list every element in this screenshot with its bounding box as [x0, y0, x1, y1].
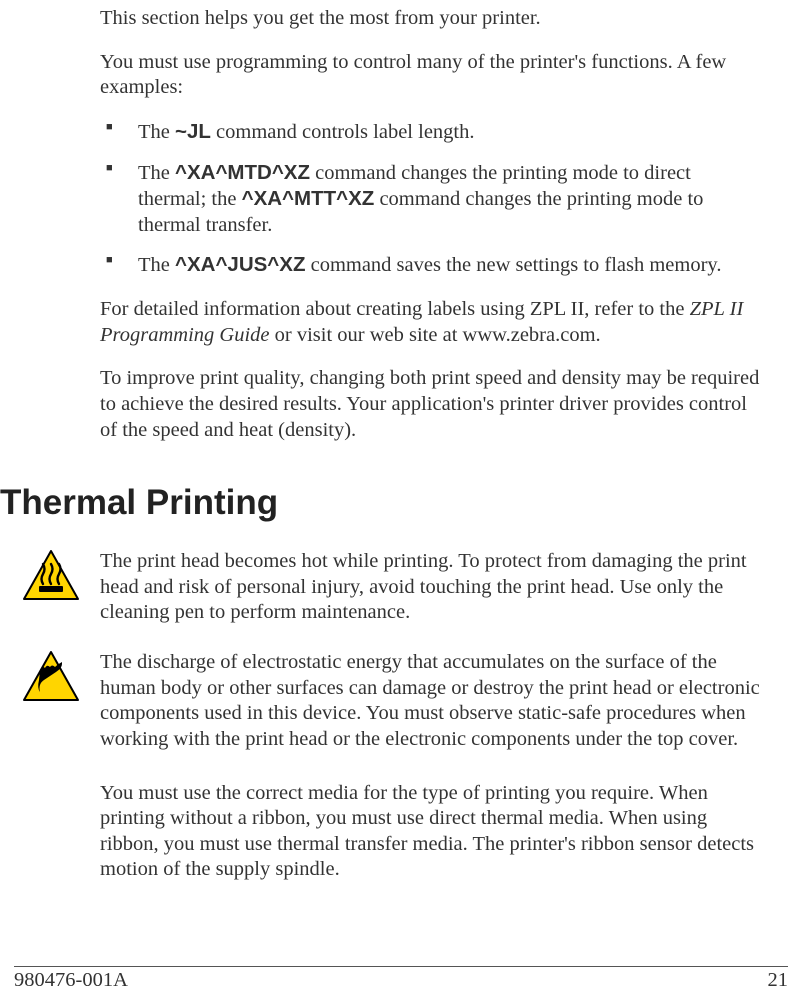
command-list: The ~JL command controls label length. T…: [100, 119, 761, 279]
text-run: For detailed information about creating …: [100, 298, 690, 320]
media-paragraph: You must use the correct media for the t…: [100, 781, 761, 884]
zpl-reference-paragraph: For detailed information about creating …: [100, 297, 761, 348]
text-run: command saves the new settings to flash …: [305, 254, 721, 276]
esd-icon: [22, 650, 84, 702]
text-run: The: [138, 254, 175, 276]
text-run: command controls label length.: [211, 121, 475, 143]
list-item: The ^XA^MTD^XZ command changes the print…: [128, 160, 761, 239]
list-item: The ^XA^JUS^XZ command saves the new set…: [128, 252, 761, 279]
text-run: The: [138, 162, 175, 184]
print-quality-paragraph: To improve print quality, changing both …: [100, 366, 761, 443]
esd-warning: The discharge of electrostatic energy th…: [100, 650, 761, 767]
list-item: The ~JL command controls label length.: [128, 119, 761, 146]
footer-doc-number: 980476-001A: [14, 969, 128, 992]
command-code: ~JL: [175, 120, 211, 143]
section-heading: Thermal Printing: [0, 483, 761, 523]
text-run: The: [138, 121, 175, 143]
text-run: or visit our web site at www.zebra.com.: [270, 324, 601, 346]
command-code: ^XA^JUS^XZ: [175, 253, 305, 276]
hot-surface-warning: The print head becomes hot while printin…: [100, 549, 761, 636]
intro-paragraph-1: This section helps you get the most from…: [100, 6, 761, 32]
esd-text: The discharge of electrostatic energy th…: [100, 650, 761, 753]
intro-paragraph-2: You must use programming to control many…: [100, 50, 761, 101]
page-footer: 980476-001A 21: [14, 966, 788, 992]
command-code: ^XA^MTT^XZ: [242, 187, 375, 210]
command-code: ^XA^MTD^XZ: [175, 161, 310, 184]
footer-page-number: 21: [768, 969, 789, 992]
page-content: This section helps you get the most from…: [0, 0, 776, 883]
hot-surface-text: The print head becomes hot while printin…: [100, 549, 761, 626]
hot-surface-icon: [22, 549, 84, 601]
